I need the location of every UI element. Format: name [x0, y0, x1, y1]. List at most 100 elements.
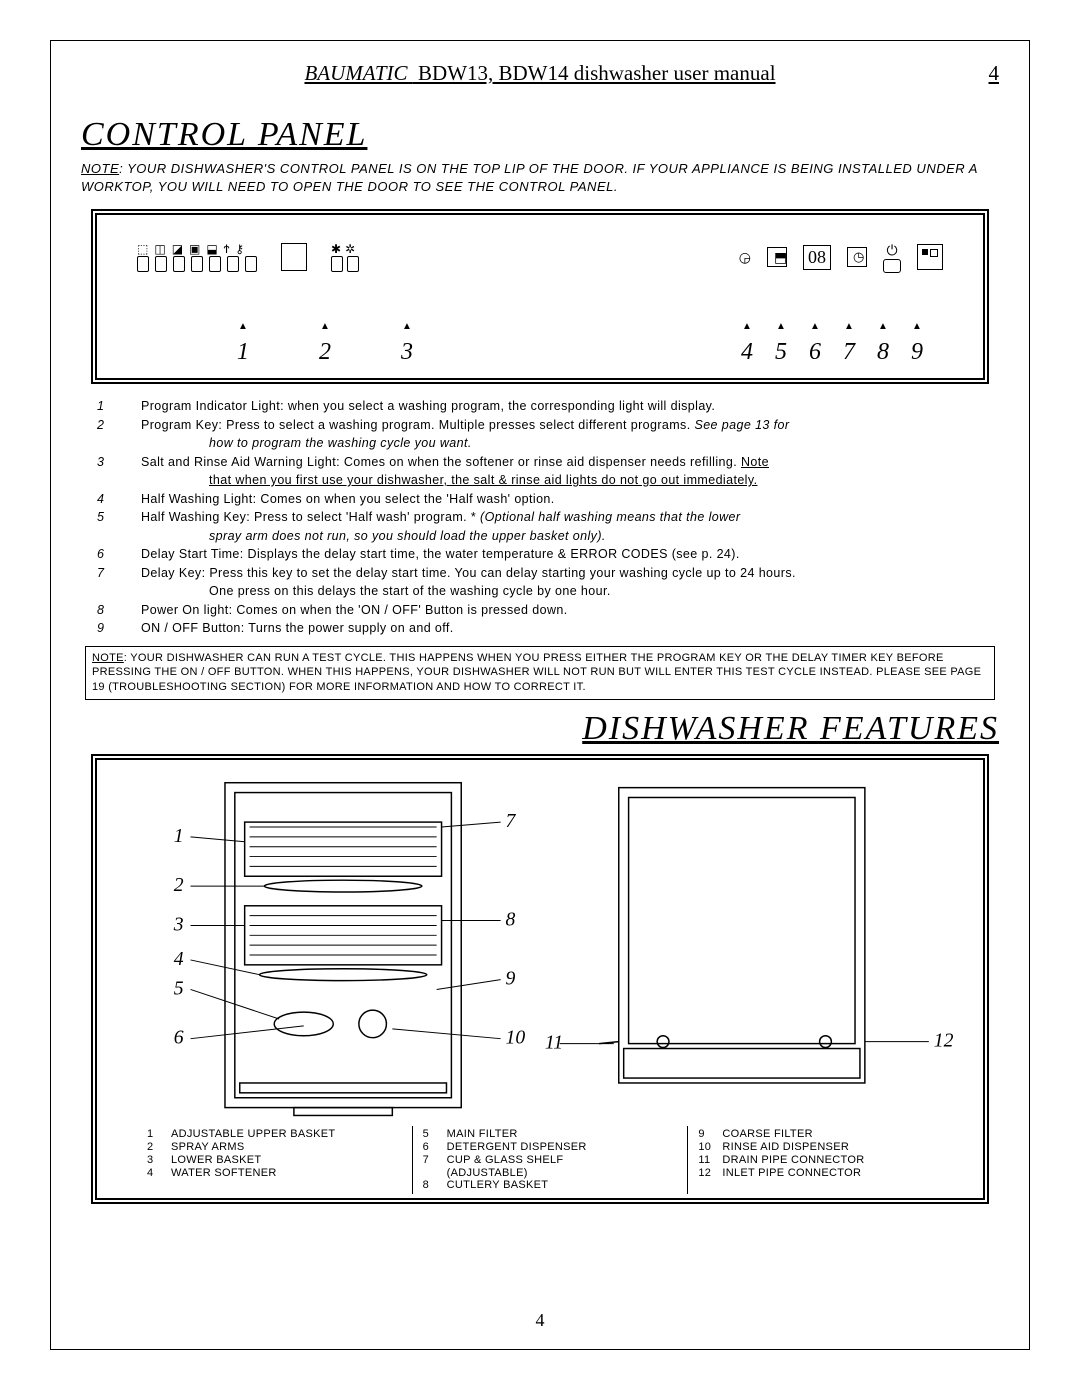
cp-program-icons: ⬚◫◪▣⬓Ϯ⚷ — [137, 242, 257, 256]
feature-label: DETERGENT DISPENSER — [447, 1141, 678, 1153]
cp-num-2: 2 — [319, 339, 331, 366]
cp-left-group: ⬚◫◪▣⬓Ϯ⚷ ✱✲ — [137, 227, 359, 287]
definition-number: 7 — [91, 565, 141, 583]
feature-label: SPRAY ARMS — [171, 1141, 402, 1153]
brand-name: BAUMATIC — [304, 61, 407, 85]
feature-label: CUTLERY BASKET — [447, 1179, 678, 1191]
svg-text:5: 5 — [174, 978, 184, 1000]
feature-item: 9COARSE FILTER — [698, 1128, 953, 1140]
feature-label: MAIN FILTER — [447, 1128, 678, 1140]
cp-callout-numbers: 1 2 3 4 5 6 7 8 9 — [97, 339, 983, 366]
feature-number: 3 — [147, 1154, 171, 1166]
definition-text: Salt and Rinse Aid Warning Light: Comes … — [141, 454, 989, 472]
svg-text:1: 1 — [174, 825, 184, 847]
feature-number: 11 — [698, 1154, 722, 1166]
definition-text: Half Washing Key: Press to select 'Half … — [141, 509, 989, 527]
definition-number: 4 — [91, 491, 141, 509]
cp-num-1: 1 — [237, 339, 249, 366]
definition-row: 8Power On light: Comes on when the 'ON /… — [91, 602, 989, 620]
features-legend-table: 1ADJUSTABLE UPPER BASKET2SPRAY ARMS3LOWE… — [137, 1126, 963, 1194]
control-panel-definitions: 1Program Indicator Light: when you selec… — [91, 398, 989, 638]
cp-num-5: 5 — [775, 339, 787, 366]
svg-text:3: 3 — [173, 914, 184, 936]
definition-row: 5Half Washing Key: Press to select 'Half… — [91, 509, 989, 527]
definition-number: 1 — [91, 398, 141, 416]
definition-number: 6 — [91, 546, 141, 564]
feature-item: 3LOWER BASKET — [147, 1154, 402, 1166]
definition-row: 2Program Key: Press to select a washing … — [91, 417, 989, 435]
cp-onoff-button — [917, 244, 943, 270]
page-header: BAUMATIC BDW13, BDW14 dishwasher user ma… — [81, 61, 999, 86]
feature-item: 8CUTLERY BASKET — [423, 1179, 678, 1191]
svg-text:2: 2 — [174, 874, 184, 896]
definition-number: 3 — [91, 454, 141, 472]
feature-item: 4WATER SOFTENER — [147, 1167, 402, 1179]
cp-num-6: 6 — [809, 339, 821, 366]
feature-number: 8 — [423, 1179, 447, 1191]
feature-item: 11DRAIN PIPE CONNECTOR — [698, 1154, 953, 1166]
svg-text:11: 11 — [545, 1032, 563, 1054]
feature-label: INLET PIPE CONNECTOR — [722, 1167, 953, 1179]
section-title-control-panel: CONTROL PANEL — [81, 116, 999, 154]
feature-item: 7CUP & GLASS SHELF — [423, 1154, 678, 1166]
definition-row: 4Half Washing Light: Comes on when you s… — [91, 491, 989, 509]
cp-num-8: 8 — [877, 339, 889, 366]
feature-label: CUP & GLASS SHELF — [447, 1154, 678, 1166]
svg-text:7: 7 — [506, 810, 517, 832]
features-col-3: 9COARSE FILTER10RINSE AID DISPENSER11DRA… — [688, 1126, 963, 1194]
definition-number: 2 — [91, 417, 141, 435]
feature-item: 12INLET PIPE CONNECTOR — [698, 1167, 953, 1179]
definition-text: Power On light: Comes on when the 'ON / … — [141, 602, 989, 620]
section-title-features: DISHWASHER FEATURES — [81, 710, 999, 748]
feature-number: 12 — [698, 1167, 722, 1179]
cp-program-indicator: ⬚◫◪▣⬓Ϯ⚷ — [137, 242, 257, 272]
feature-label: LOWER BASKET — [171, 1154, 402, 1166]
features-col-2: 5MAIN FILTER6DETERGENT DISPENSER7CUP & G… — [413, 1126, 689, 1194]
feature-number: 1 — [147, 1128, 171, 1140]
feature-item: 5MAIN FILTER — [423, 1128, 678, 1140]
cp-num-9: 9 — [911, 339, 923, 366]
svg-text:12: 12 — [934, 1030, 954, 1052]
svg-text:4: 4 — [174, 948, 184, 970]
cp-delay-key: ◷ — [847, 247, 867, 267]
definition-row: 6Delay Start Time: Displays the delay st… — [91, 546, 989, 564]
definition-text: Delay Start Time: Displays the delay sta… — [141, 546, 989, 564]
features-col-1: 1ADJUSTABLE UPPER BASKET2SPRAY ARMS3LOWE… — [137, 1126, 413, 1194]
feature-label: WATER SOFTENER — [171, 1167, 402, 1179]
cp-half-wash-key: ⬒ — [767, 247, 787, 267]
cp-program-key — [281, 243, 307, 271]
definition-row: 9ON / OFF Button: Turns the power supply… — [91, 620, 989, 638]
svg-text:9: 9 — [506, 968, 516, 990]
feature-number: 2 — [147, 1141, 171, 1153]
feature-item: 6DETERGENT DISPENSER — [423, 1141, 678, 1153]
feature-label: ADJUSTABLE UPPER BASKET — [171, 1128, 402, 1140]
features-diagram-svg: 123 456 789 1011 — [97, 760, 983, 1150]
feature-number: 4 — [147, 1167, 171, 1179]
feature-label: RINSE AID DISPENSER — [722, 1141, 953, 1153]
cp-buttons-row: ⬚◫◪▣⬓Ϯ⚷ ✱✲ ◶ ⬒ 08 ◷ ⏻ — [97, 227, 983, 287]
feature-item: 10RINSE AID DISPENSER — [698, 1141, 953, 1153]
cp-salt-rinse-group: ✱✲ — [331, 242, 359, 272]
feature-item: 2SPRAY ARMS — [147, 1141, 402, 1153]
definition-number: 8 — [91, 602, 141, 620]
definition-number: 5 — [91, 509, 141, 527]
definition-number: 9 — [91, 620, 141, 638]
feature-label: COARSE FILTER — [722, 1128, 953, 1140]
cp-program-leds — [137, 256, 257, 272]
definition-row: 1Program Indicator Light: when you selec… — [91, 398, 989, 416]
definition-text: Program Key: Press to select a washing p… — [141, 417, 989, 435]
control-panel-diagram: ⬚◫◪▣⬓Ϯ⚷ ✱✲ ◶ ⬒ 08 ◷ ⏻ — [91, 209, 989, 384]
cp-delay-display: 08 — [803, 245, 831, 270]
page-frame: BAUMATIC BDW13, BDW14 dishwasher user ma… — [50, 40, 1030, 1350]
cp-right-group: ◶ ⬒ 08 ◷ ⏻ — [739, 227, 943, 287]
definition-text: ON / OFF Button: Turns the power supply … — [141, 620, 989, 638]
feature-label: DRAIN PIPE CONNECTOR — [722, 1154, 953, 1166]
feature-number: 5 — [423, 1128, 447, 1140]
feature-number: 9 — [698, 1128, 722, 1140]
cp-num-4: 4 — [741, 339, 753, 366]
cp-power-group: ⏻ — [883, 242, 901, 273]
features-diagram-frame: 123 456 789 1011 — [91, 754, 989, 1204]
feature-item: 1ADJUSTABLE UPPER BASKET — [147, 1128, 402, 1140]
definition-text: Program Indicator Light: when you select… — [141, 398, 989, 416]
definition-row: 3Salt and Rinse Aid Warning Light: Comes… — [91, 454, 989, 472]
